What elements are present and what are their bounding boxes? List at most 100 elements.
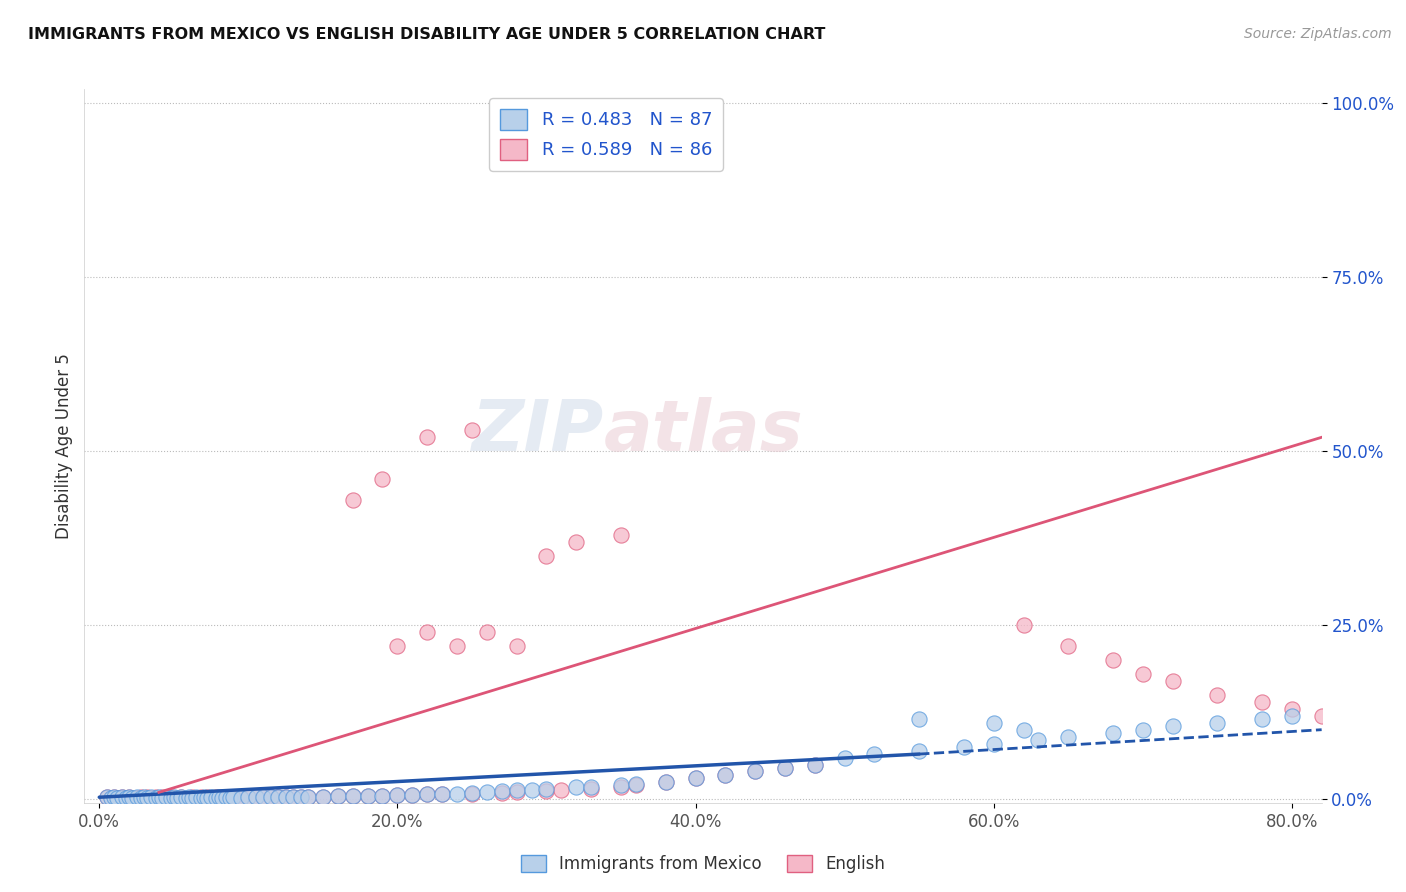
Point <box>536 549 558 563</box>
Point <box>983 737 1005 751</box>
Point <box>983 715 1005 730</box>
Text: IMMIGRANTS FROM MEXICO VS ENGLISH DISABILITY AGE UNDER 5 CORRELATION CHART: IMMIGRANTS FROM MEXICO VS ENGLISH DISABI… <box>28 27 825 42</box>
Point <box>1251 695 1274 709</box>
Point <box>1281 708 1303 723</box>
Point <box>145 791 167 805</box>
Point <box>1012 618 1035 632</box>
Point <box>159 791 181 805</box>
Point <box>193 790 215 805</box>
Point <box>685 772 707 786</box>
Point <box>536 781 558 796</box>
Point <box>121 791 143 805</box>
Point <box>238 790 260 805</box>
Point <box>654 775 676 789</box>
Point <box>129 791 152 805</box>
Point <box>685 772 707 786</box>
Point <box>430 788 453 802</box>
Point <box>177 791 200 805</box>
Point <box>773 761 796 775</box>
Point <box>281 789 304 804</box>
Point <box>215 790 238 805</box>
Point <box>96 790 118 805</box>
Point <box>461 423 484 437</box>
Point <box>610 528 633 542</box>
Point <box>804 757 827 772</box>
Point <box>714 768 737 782</box>
Point <box>215 791 238 805</box>
Point <box>520 782 543 797</box>
Point <box>834 750 856 764</box>
Point <box>953 740 976 755</box>
Point <box>170 790 193 805</box>
Point <box>326 789 349 803</box>
Point <box>1132 667 1154 681</box>
Point <box>281 789 304 804</box>
Legend: Immigrants from Mexico, English: Immigrants from Mexico, English <box>515 848 891 880</box>
Point <box>326 789 349 803</box>
Point <box>312 789 335 804</box>
Point <box>342 492 364 507</box>
Point <box>190 791 212 805</box>
Point <box>1028 733 1050 747</box>
Point <box>204 790 226 805</box>
Point <box>105 791 128 805</box>
Point <box>267 790 290 805</box>
Point <box>200 790 222 805</box>
Point <box>290 789 312 804</box>
Point <box>118 790 141 805</box>
Point <box>416 625 439 640</box>
Point <box>371 789 394 803</box>
Point <box>115 791 138 805</box>
Point <box>401 788 423 802</box>
Point <box>155 791 177 805</box>
Point <box>714 768 737 782</box>
Point <box>195 790 218 805</box>
Point <box>1281 702 1303 716</box>
Point <box>195 791 218 805</box>
Point <box>211 790 233 805</box>
Point <box>416 430 439 444</box>
Point <box>159 790 181 805</box>
Point <box>166 791 188 805</box>
Point <box>204 791 226 805</box>
Point <box>96 790 118 805</box>
Point <box>141 790 163 805</box>
Point <box>193 791 215 805</box>
Point <box>1102 726 1125 740</box>
Point <box>190 790 212 805</box>
Point <box>103 790 125 805</box>
Point <box>387 788 409 802</box>
Point <box>148 790 170 805</box>
Point <box>245 790 267 805</box>
Point <box>654 775 676 789</box>
Point <box>274 789 297 804</box>
Point <box>491 784 513 798</box>
Point <box>744 764 766 779</box>
Point <box>100 791 122 805</box>
Point <box>132 790 155 805</box>
Point <box>186 791 208 805</box>
Point <box>356 789 378 803</box>
Point <box>200 791 222 805</box>
Point <box>908 743 931 757</box>
Point <box>186 790 208 805</box>
Point <box>356 789 378 803</box>
Y-axis label: Disability Age Under 5: Disability Age Under 5 <box>55 353 73 539</box>
Point <box>180 790 202 805</box>
Point <box>1310 708 1333 723</box>
Point <box>132 791 155 805</box>
Point <box>297 789 319 804</box>
Text: ZIP: ZIP <box>472 397 605 467</box>
Point <box>136 790 159 805</box>
Point <box>624 778 647 792</box>
Point <box>505 639 527 653</box>
Point <box>1161 673 1184 688</box>
Point <box>115 791 138 805</box>
Point <box>536 784 558 798</box>
Point <box>579 781 602 796</box>
Point <box>219 791 242 805</box>
Point <box>177 790 200 805</box>
Point <box>136 791 159 805</box>
Point <box>238 790 260 805</box>
Point <box>155 790 177 805</box>
